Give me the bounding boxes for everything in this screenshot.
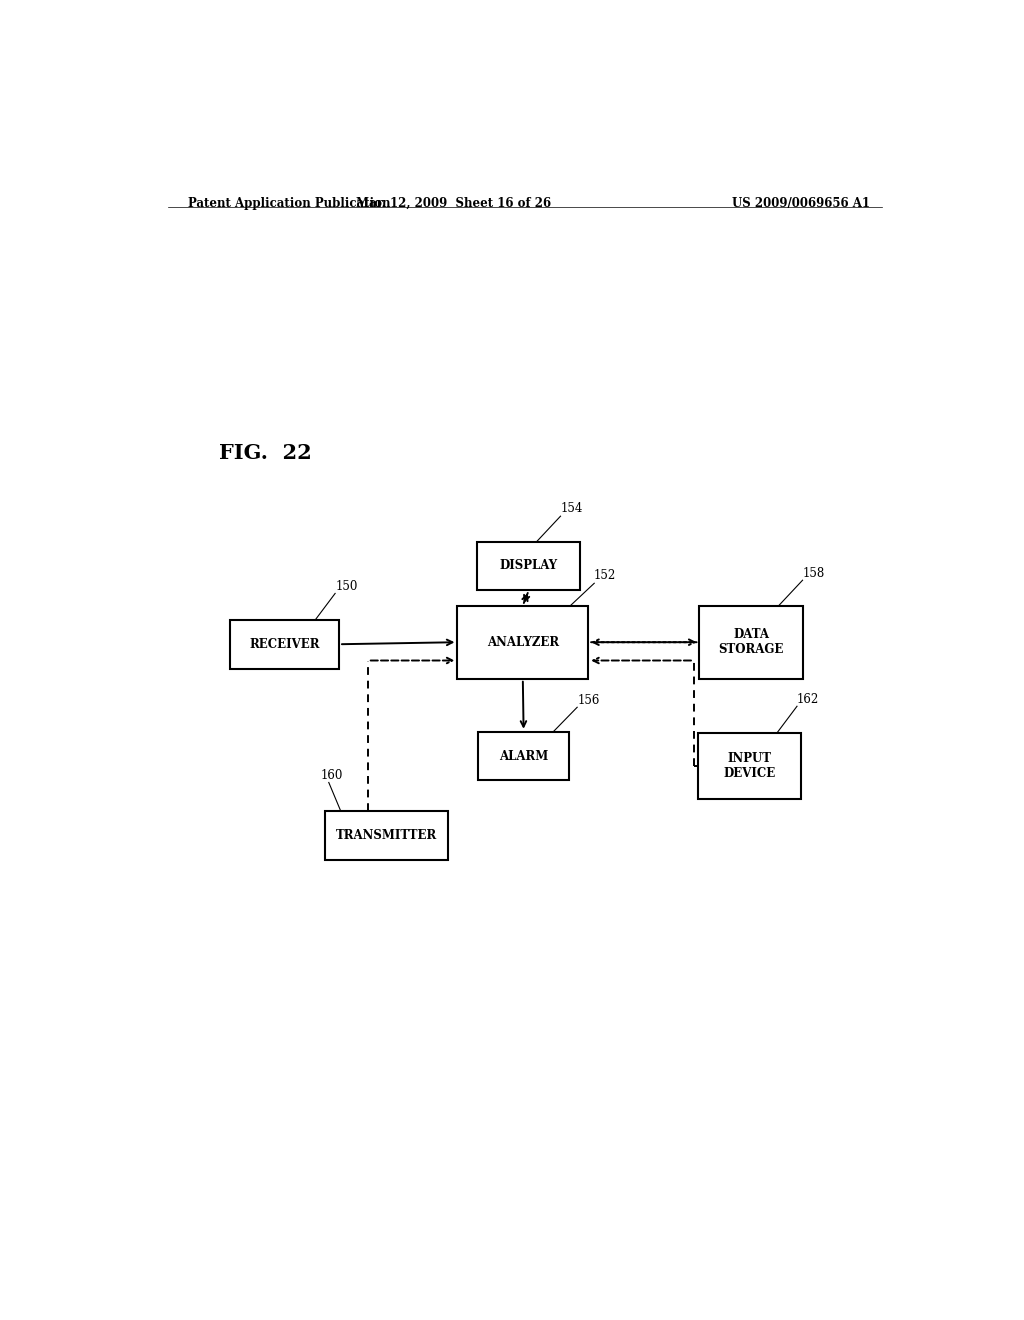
Text: TRANSMITTER: TRANSMITTER <box>336 829 437 842</box>
Text: 154: 154 <box>560 502 583 515</box>
Bar <box>477 541 581 590</box>
Bar <box>697 733 801 799</box>
Text: DATA
STORAGE: DATA STORAGE <box>718 628 783 656</box>
Text: 158: 158 <box>803 568 824 581</box>
Text: 160: 160 <box>321 770 343 783</box>
Text: RECEIVER: RECEIVER <box>249 638 319 651</box>
Bar <box>229 620 339 669</box>
Text: DISPLAY: DISPLAY <box>500 560 558 573</box>
Text: 162: 162 <box>797 693 819 706</box>
Text: 150: 150 <box>335 581 357 594</box>
Bar <box>478 731 569 780</box>
Text: US 2009/0069656 A1: US 2009/0069656 A1 <box>732 197 870 210</box>
Bar <box>325 810 447 859</box>
Bar <box>458 606 588 678</box>
Text: ANALYZER: ANALYZER <box>486 636 559 648</box>
Text: INPUT
DEVICE: INPUT DEVICE <box>723 751 775 780</box>
Text: ALARM: ALARM <box>499 750 548 763</box>
Text: Patent Application Publication: Patent Application Publication <box>187 197 390 210</box>
Text: FIG.  22: FIG. 22 <box>219 444 312 463</box>
Text: Mar. 12, 2009  Sheet 16 of 26: Mar. 12, 2009 Sheet 16 of 26 <box>355 197 551 210</box>
Text: 152: 152 <box>594 569 615 582</box>
Text: 156: 156 <box>578 694 600 708</box>
Bar <box>699 606 803 678</box>
